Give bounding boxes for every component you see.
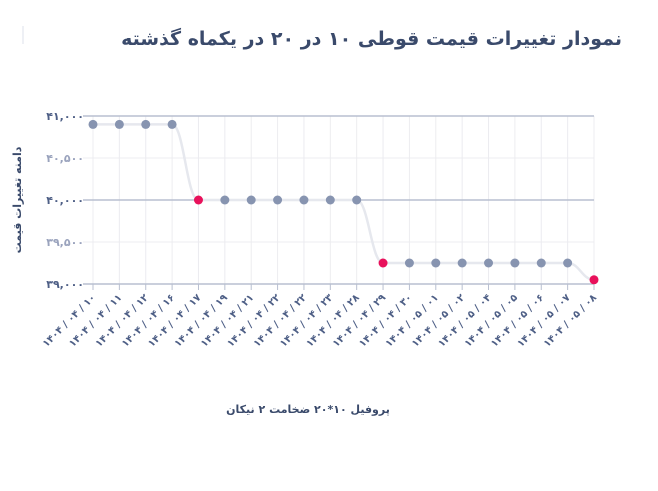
x-axis-label: پروفیل ۱۰*۲۰ ضخامت ۲ نیکان <box>226 403 390 416</box>
data-point[interactable] <box>299 195 309 205</box>
data-point[interactable] <box>273 195 283 205</box>
data-point[interactable] <box>563 258 573 268</box>
data-point[interactable] <box>352 195 362 205</box>
chart-title: نمودار تغییرات قیمت قوطی ۱۰ در ۲۰ در یکم… <box>121 28 622 50</box>
y-tick-label: ۳۹,۵۰۰ <box>46 236 84 249</box>
data-point[interactable] <box>246 195 256 205</box>
y-axis-label: دامنه تغییرات قیمت <box>11 146 24 253</box>
data-point[interactable] <box>431 258 441 268</box>
y-tick-label: ۴۰,۵۰۰ <box>46 152 84 165</box>
y-tick-label: ۴۱,۰۰۰ <box>46 110 84 123</box>
data-point[interactable] <box>114 119 124 129</box>
grid <box>83 115 595 285</box>
data-point-highlight[interactable] <box>193 195 203 205</box>
data-point[interactable] <box>325 195 335 205</box>
y-tick-label: ۴۰,۰۰۰ <box>46 194 84 207</box>
series-line <box>93 123 595 282</box>
y-axis-ticks: ۴۱,۰۰۰ ۴۰,۵۰۰ ۴۰,۰۰۰ ۳۹,۵۰۰ ۳۹,۰۰۰ <box>46 110 84 291</box>
corner-decoration <box>22 26 32 44</box>
data-point[interactable] <box>404 258 414 268</box>
series-points <box>88 119 599 285</box>
data-point[interactable] <box>167 119 177 129</box>
data-point[interactable] <box>510 258 520 268</box>
data-point[interactable] <box>536 258 546 268</box>
data-point[interactable] <box>484 258 494 268</box>
data-point[interactable] <box>88 119 98 129</box>
data-point[interactable] <box>220 195 230 205</box>
data-point[interactable] <box>141 119 151 129</box>
data-point-highlight[interactable] <box>378 258 388 268</box>
data-point[interactable] <box>457 258 467 268</box>
data-point-highlight[interactable] <box>589 275 599 285</box>
series-line-path <box>93 123 595 282</box>
y-tick-label: ۳۹,۰۰۰ <box>46 278 84 291</box>
